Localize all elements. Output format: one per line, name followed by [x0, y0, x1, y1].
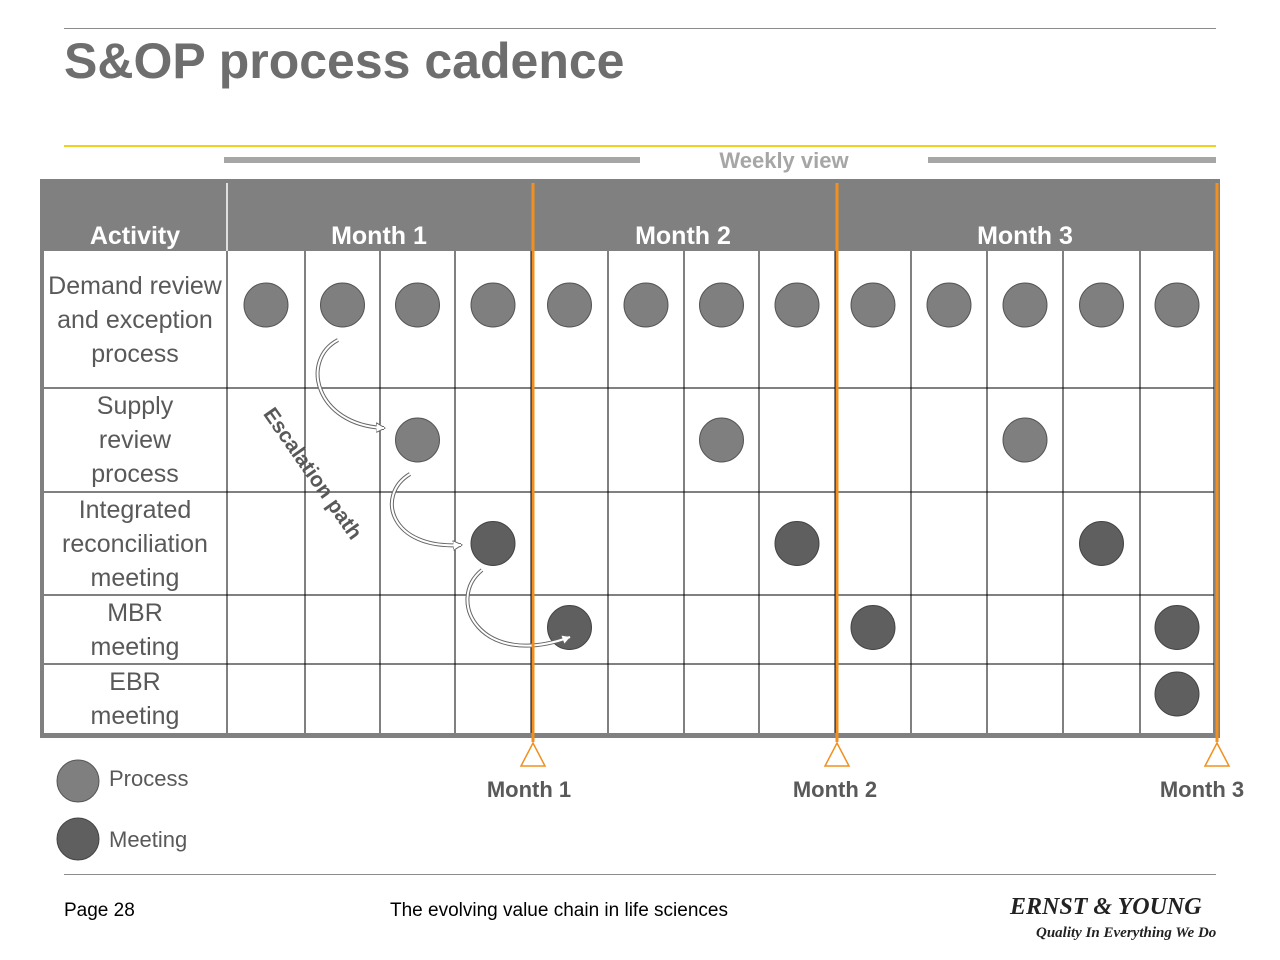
meeting-dot — [547, 605, 592, 650]
escalation-arrow-2 — [389, 472, 461, 545]
weekly-bar-right — [928, 157, 1216, 163]
process-dot — [699, 417, 744, 463]
meeting-dot — [470, 521, 516, 566]
milestone-month-1: Month 1 — [486, 777, 572, 802]
activity-label-demand: Demand review and exception process — [48, 271, 222, 368]
escalation-arrow-2-inner — [390, 473, 462, 547]
process-dot — [243, 282, 289, 328]
process-dot — [1002, 417, 1048, 463]
process-dot — [926, 282, 972, 328]
footer-page-number: Page 28 — [64, 900, 135, 921]
weekly-bar-left — [224, 157, 640, 163]
escalation-arrows — [315, 338, 571, 648]
milestone-triangle — [519, 741, 547, 767]
month-1-header: Month 1 — [331, 222, 427, 250]
milestone-lines — [519, 183, 1231, 767]
process-dot — [1154, 282, 1200, 328]
top-rule — [64, 28, 1216, 29]
ey-tagline: Quality In Everything We Do — [1036, 925, 1217, 941]
legend-process-label: Process — [109, 766, 189, 791]
legend-meeting-dot — [56, 817, 100, 861]
milestone-triangle — [1203, 741, 1231, 767]
footer-doc-title: The evolving value chain in life science… — [390, 900, 728, 921]
process-dot — [395, 282, 440, 328]
activity-header: Activity — [89, 222, 181, 250]
process-dot — [547, 282, 592, 328]
meeting-dot — [850, 605, 896, 650]
activity-label-supply: Supply review process — [91, 392, 179, 488]
process-dot — [395, 417, 440, 463]
process-dot — [850, 282, 896, 328]
yellow-rule — [64, 145, 1216, 147]
process-dot — [623, 282, 669, 328]
process-dot — [774, 282, 820, 328]
milestone-triangle — [823, 741, 851, 767]
escalation-arrow-1-inner — [316, 339, 385, 429]
process-dot — [320, 282, 365, 328]
month-2-header: Month 2 — [635, 222, 731, 250]
footer-rule — [64, 874, 1216, 875]
legend-dots — [56, 759, 100, 861]
escalation-arrow-3-inner — [466, 569, 571, 647]
meeting-dot — [1079, 521, 1124, 566]
month-3-header: Month 3 — [977, 222, 1073, 250]
ey-logo: ERNST & YOUNG — [1010, 894, 1202, 920]
process-dot — [1079, 282, 1124, 328]
activity-label-integrated: Integrated reconciliation meeting — [62, 495, 208, 592]
legend-meeting-label: Meeting — [109, 827, 188, 852]
weekly-view-label: Weekly view — [719, 148, 849, 173]
activity-label-ebr: EBR meeting — [90, 667, 180, 730]
meeting-dot — [1154, 605, 1200, 650]
milestone-month-3: Month 3 — [1159, 777, 1245, 802]
grid-lines — [44, 183, 1214, 733]
escalation-arrow-1 — [315, 338, 384, 428]
milestone-month-2: Month 2 — [792, 777, 878, 802]
process-dot — [699, 282, 744, 328]
meeting-dot — [774, 521, 820, 566]
schedule-dots — [243, 282, 1200, 717]
meeting-dot — [1154, 671, 1200, 717]
process-dot — [470, 282, 516, 328]
page-title: S&OP process cadence — [64, 33, 625, 89]
process-dot — [1002, 282, 1048, 328]
legend-process-dot — [56, 759, 100, 803]
activity-label-mbr: MBR meeting — [90, 598, 180, 661]
